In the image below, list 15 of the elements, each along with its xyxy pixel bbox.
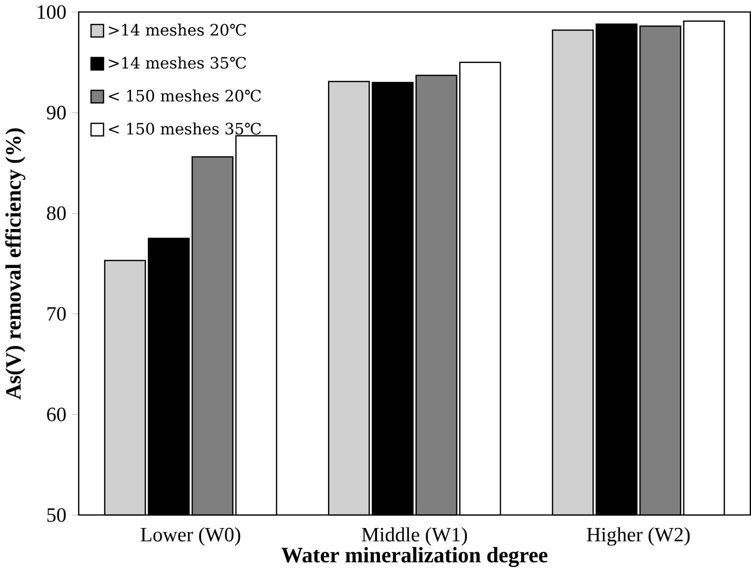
y-tick-label: 60: [47, 407, 66, 422]
x-tick-label: Lower (W0): [140, 527, 240, 546]
y-tick-label: 90: [46, 106, 66, 120]
y-tick-label: 50: [47, 508, 66, 522]
y-tick-label: 70: [48, 306, 66, 321]
y-tick-label: 80: [46, 206, 66, 220]
legend-label: >14 meshes 20℃: [108, 24, 246, 36]
x-tick-label: Middle (W1): [362, 527, 467, 546]
y-tick-label: 100: [38, 5, 66, 19]
legend-label: >14 meshes 35℃: [108, 56, 246, 69]
y-axis-title: As(V) removal efficiency (%): [5, 128, 26, 400]
legend-label: < 150 meshes 20℃: [108, 89, 261, 102]
x-tick-label: Higher (W2): [586, 527, 690, 546]
legend-label: < 150 meshes 35℃: [108, 122, 261, 134]
x-axis-title: Water mineralization degree: [281, 546, 548, 567]
